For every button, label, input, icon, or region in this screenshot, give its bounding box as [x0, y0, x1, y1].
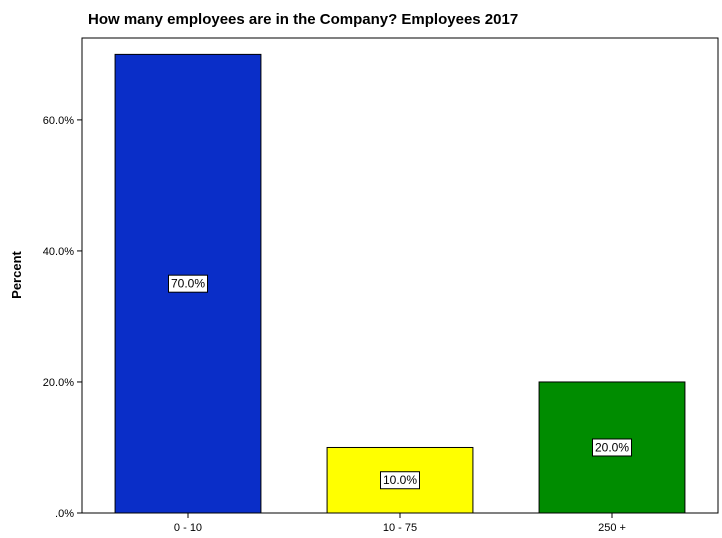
x-tick-label: 250 + [598, 522, 626, 533]
data-label-box [168, 274, 208, 293]
chart-title: How many employees are in the Company? E… [88, 11, 518, 28]
data-label: 10.0% [383, 473, 417, 487]
y-tick-label: 20.0% [43, 377, 74, 389]
x-tick-label: 0 - 10 [174, 522, 202, 533]
y-axis-label: Percent [9, 250, 24, 298]
x-tick-label: 10 - 75 [383, 522, 417, 533]
data-label: 70.0% [171, 277, 205, 291]
bars: 70.0% 10.0% 20.0% [114, 53, 686, 514]
y-ticks: .0% 20.0% 40.0% 60.0% [43, 115, 82, 520]
data-label-box [592, 438, 632, 457]
x-ticks: 0 - 10 10 - 75 250 + [174, 513, 626, 534]
y-tick-label: .0% [55, 508, 74, 520]
y-tick-label: 60.0% [43, 115, 74, 127]
data-label: 20.0% [595, 440, 629, 454]
data-label-box [380, 471, 420, 490]
y-tick-label: 40.0% [43, 246, 74, 258]
